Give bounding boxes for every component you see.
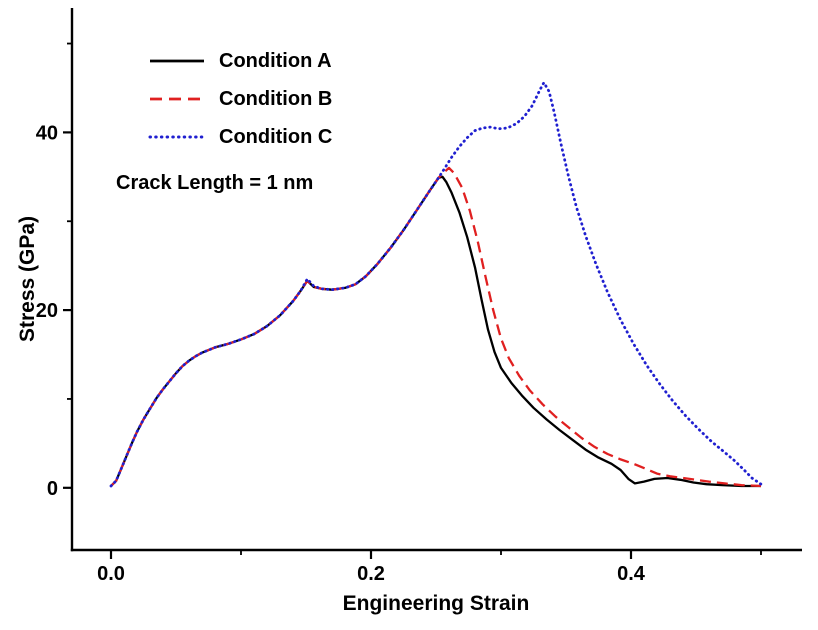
y-tick-label: 0 [47,478,58,500]
series-line-condition-a [110,175,761,488]
y-axis-title: Stress (GPa) [16,215,39,343]
x-tick-label: 0.2 [357,563,385,585]
legend-line-sample [150,59,204,63]
legend: Condition A Condition B Condition C [148,42,332,156]
legend-label: Condition A [219,49,332,72]
legend-item-condition-a: Condition A [148,42,332,80]
y-tick-label: 40 [36,122,58,144]
legend-label: Condition B [219,87,333,110]
y-tick-label: 20 [36,300,58,322]
series-line-condition-c [109,81,763,488]
series-line-condition-b [110,166,762,488]
legend-item-condition-b: Condition B [148,80,332,118]
legend-label: Condition C [219,125,333,148]
annotation-crack-length: Crack Length = 1 nm [116,172,314,194]
legend-line-sample [148,135,206,139]
x-axis-title: Engineering Strain [342,592,530,615]
x-tick-label: 0.0 [97,563,125,585]
legend-item-condition-c: Condition C [148,118,332,156]
legend-line-sample [150,97,204,101]
x-tick-label: 0.4 [617,563,646,585]
